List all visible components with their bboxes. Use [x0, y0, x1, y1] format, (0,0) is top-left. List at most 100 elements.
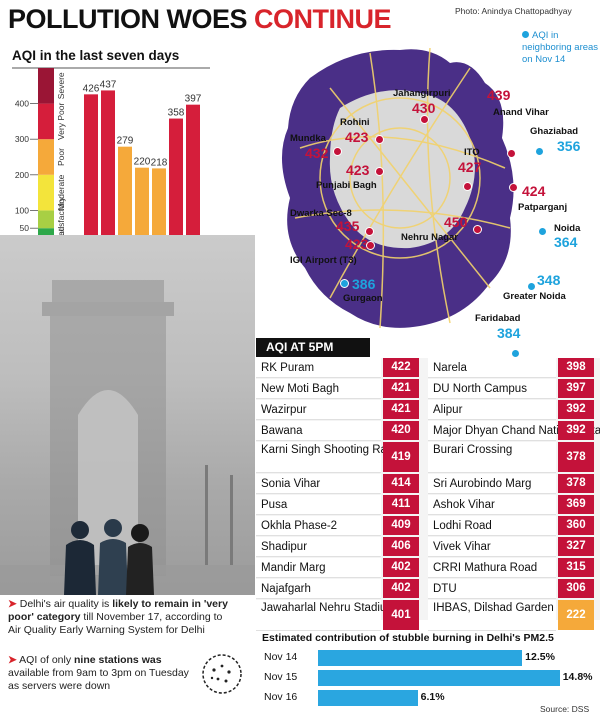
station-name: Bawana [256, 421, 381, 441]
dust-cloud-icon [202, 654, 242, 694]
map-location-dot-icon [507, 149, 516, 158]
stubble-date-label: Nov 14 [264, 651, 298, 663]
person-head-3 [131, 524, 149, 542]
station-name: Jawaharlal Nehru Stadium [256, 600, 396, 631]
station-aqi: 378 [558, 474, 594, 493]
map-location-dot-icon [375, 167, 384, 176]
map-place-label: Gurgaon [343, 293, 383, 304]
map-place-label: Jahangirpuri [393, 88, 451, 99]
stubble-value-label: 6.1% [420, 691, 445, 703]
gate-arch [78, 390, 138, 575]
station-name: Sonia Vihar [256, 474, 381, 494]
map-place-label: Dwarka Sec-8 [290, 208, 352, 219]
map-place-label: Greater Noida [503, 291, 566, 302]
station-name: Okhla Phase-2 [256, 516, 381, 536]
legend-text: AQI in neighboring areas on Nov 14 [522, 30, 599, 65]
note-highlight: likely to remain in 'very poor' category [8, 598, 228, 623]
map-location-dot-icon [535, 147, 544, 156]
station-aqi: 392 [558, 421, 594, 440]
aqi-bar [135, 167, 149, 246]
station-aqi: 306 [558, 579, 594, 598]
table-row: Najafgarh 402 [256, 579, 421, 599]
note-air-quality-forecast: ➤ Delhi's air quality is likely to remai… [8, 598, 233, 637]
aqi-bar [186, 104, 200, 246]
bar-value-label: 397 [185, 94, 202, 105]
map-place-label: Punjabi Bagh [316, 180, 377, 191]
map-place-aqi: 427 [458, 159, 482, 175]
table-row: Wazirpur 421 [256, 400, 421, 420]
aqi-band [38, 210, 54, 229]
aqi-band [38, 174, 54, 211]
station-name: CRRI Mathura Road [428, 558, 556, 578]
station-name: Alipur [428, 400, 556, 420]
table-row: CRRI Mathura Road 315 [428, 558, 596, 578]
person-head-1 [71, 521, 89, 539]
station-name: Pusa [256, 495, 381, 515]
table-row: Shadipur 406 [256, 537, 421, 557]
map-place-label: Anand Vihar [493, 107, 549, 118]
note-highlight: nine stations was [74, 654, 162, 666]
map-location-dot-icon [527, 282, 536, 291]
map-place-label: Nehru Nagar [401, 232, 459, 243]
person-body-1 [64, 540, 96, 595]
map-place-label: Noida [554, 223, 581, 234]
table-row: Vivek Vihar 327 [428, 537, 596, 557]
table-row: DU North Campus 397 [428, 379, 596, 399]
aqi-bar [101, 90, 115, 246]
map-place-aqi: 364 [554, 234, 578, 250]
stubble-bar [318, 690, 418, 706]
table-row: DTU 306 [428, 579, 596, 599]
map-place-aqi: 423 [345, 236, 369, 252]
map-place-aqi: 439 [487, 87, 511, 103]
station-aqi: 398 [558, 358, 594, 377]
table-row: Karni Singh Shooting Range 419 [256, 442, 421, 473]
map-location-dot-icon [340, 279, 349, 288]
map-location-dot-icon [509, 183, 518, 192]
station-name: Karni Singh Shooting Range [256, 442, 406, 473]
note-text: till November 17, according to Air Quali… [8, 611, 223, 636]
source-credit: Source: DSS [540, 704, 590, 714]
station-name: Lodhi Road [428, 516, 556, 536]
aqi-band [38, 103, 54, 140]
station-aqi: 409 [383, 516, 419, 535]
station-name: Sri Aurobindo Marg [428, 474, 556, 494]
station-aqi: 378 [558, 442, 594, 472]
aqi-5pm-title: AQI AT 5PM [256, 338, 370, 357]
note-text: Delhi's air quality is [19, 598, 113, 610]
table-row: Ashok Vihar 369 [428, 495, 596, 515]
station-aqi: 397 [558, 379, 594, 398]
bar-value-label: 218 [151, 157, 168, 168]
bar-value-label: 437 [100, 79, 117, 90]
map-location-dot-icon [375, 135, 384, 144]
arrow-icon: ➤ [8, 654, 17, 666]
map-place-aqi: 423 [345, 129, 369, 145]
band-label: Moderate [56, 174, 66, 210]
station-aqi: 402 [383, 579, 419, 598]
table-row: Mandir Marg 402 [256, 558, 421, 578]
station-aqi: 327 [558, 537, 594, 556]
y-tick-label: 50 [20, 223, 30, 233]
stubble-date-label: Nov 16 [264, 691, 298, 703]
table-row: Major Dhyan Chand National Stadium392 [428, 421, 600, 441]
table-row: Okhla Phase-2 409 [256, 516, 421, 536]
map-place-aqi: 424 [522, 183, 546, 199]
map-location-dot-icon [463, 182, 472, 191]
table-row: Burari Crossing 378 [428, 442, 596, 473]
aqi-band [38, 139, 54, 175]
table-row: Narela 398 [428, 358, 596, 378]
map-place-aqi: 386 [352, 276, 376, 292]
map-place-aqi: 450 [444, 214, 468, 230]
gate-cornice [42, 302, 174, 316]
table-row: Jawaharlal Nehru Stadium 401 [256, 600, 421, 631]
station-aqi: 414 [383, 474, 419, 493]
stubble-value-label: 12.5% [525, 651, 555, 663]
y-tick-label: 300 [15, 134, 29, 144]
station-name: IHBAS, Dilshad Garden [428, 600, 556, 631]
map-place-label: Patparganj [518, 202, 568, 213]
station-name: Najafgarh [256, 579, 381, 599]
map-place-aqi: 432 [305, 145, 329, 161]
table-row: Lodhi Road 360 [428, 516, 596, 536]
map-place-aqi: 435 [336, 218, 360, 234]
band-label: Severe [56, 72, 66, 99]
legend-dot-icon [522, 31, 529, 38]
